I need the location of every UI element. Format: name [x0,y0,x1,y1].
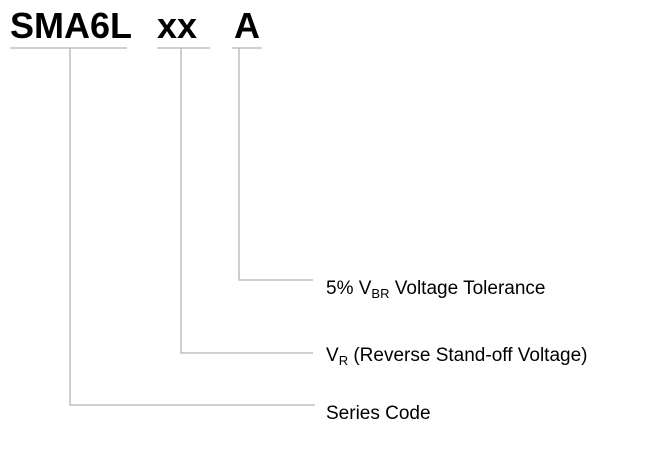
label: Voltage Tolerance [389,278,545,299]
subscript: R [339,353,348,368]
description: Series Code [326,403,431,424]
description: VR (Reverse Stand-off Voltage) [326,345,587,368]
voltage-code: xx [157,5,197,46]
connector [180,48,313,354]
label: V [326,345,339,366]
description: 5% VBR Voltage Tolerance [326,278,545,301]
label: 5% V [326,278,372,299]
tolerance-code: A [234,5,260,46]
subscript: BR [371,286,389,301]
label: (Reverse Stand-off Voltage) [348,345,587,366]
label: Series Code [326,403,431,424]
connector [238,48,313,281]
connector [69,48,315,406]
series-code: SMA6L [10,5,132,46]
